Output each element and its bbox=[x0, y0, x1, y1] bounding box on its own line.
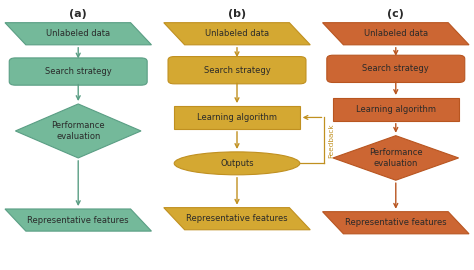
Text: Representative features: Representative features bbox=[186, 214, 288, 223]
Bar bbox=[174, 106, 300, 129]
Text: Representative features: Representative features bbox=[345, 218, 447, 227]
Text: Feedback: Feedback bbox=[328, 123, 334, 158]
Polygon shape bbox=[15, 104, 141, 158]
Text: Search strategy: Search strategy bbox=[204, 66, 270, 75]
Polygon shape bbox=[322, 212, 469, 234]
Text: Unlabeled data: Unlabeled data bbox=[205, 29, 269, 38]
Polygon shape bbox=[333, 136, 459, 180]
Text: (c): (c) bbox=[387, 9, 404, 19]
Polygon shape bbox=[164, 208, 310, 230]
Polygon shape bbox=[5, 209, 152, 231]
Text: Performance
evaluation: Performance evaluation bbox=[51, 121, 105, 141]
Text: Search strategy: Search strategy bbox=[363, 64, 429, 73]
Text: Learning algorithm: Learning algorithm bbox=[197, 113, 277, 122]
Text: Representative features: Representative features bbox=[27, 215, 129, 225]
Text: (b): (b) bbox=[228, 9, 246, 19]
Text: Outputs: Outputs bbox=[220, 159, 254, 168]
Text: Learning algorithm: Learning algorithm bbox=[356, 105, 436, 114]
Text: (a): (a) bbox=[69, 9, 87, 19]
Ellipse shape bbox=[174, 152, 300, 175]
Polygon shape bbox=[164, 23, 310, 45]
FancyBboxPatch shape bbox=[168, 56, 306, 84]
Text: Performance
evaluation: Performance evaluation bbox=[369, 148, 423, 168]
Text: Unlabeled data: Unlabeled data bbox=[364, 29, 428, 38]
Text: Unlabeled data: Unlabeled data bbox=[46, 29, 110, 38]
Polygon shape bbox=[322, 23, 469, 45]
FancyBboxPatch shape bbox=[327, 55, 465, 82]
Text: Search strategy: Search strategy bbox=[45, 67, 111, 76]
Bar bbox=[333, 98, 458, 121]
FancyBboxPatch shape bbox=[9, 58, 147, 85]
Polygon shape bbox=[5, 23, 152, 45]
